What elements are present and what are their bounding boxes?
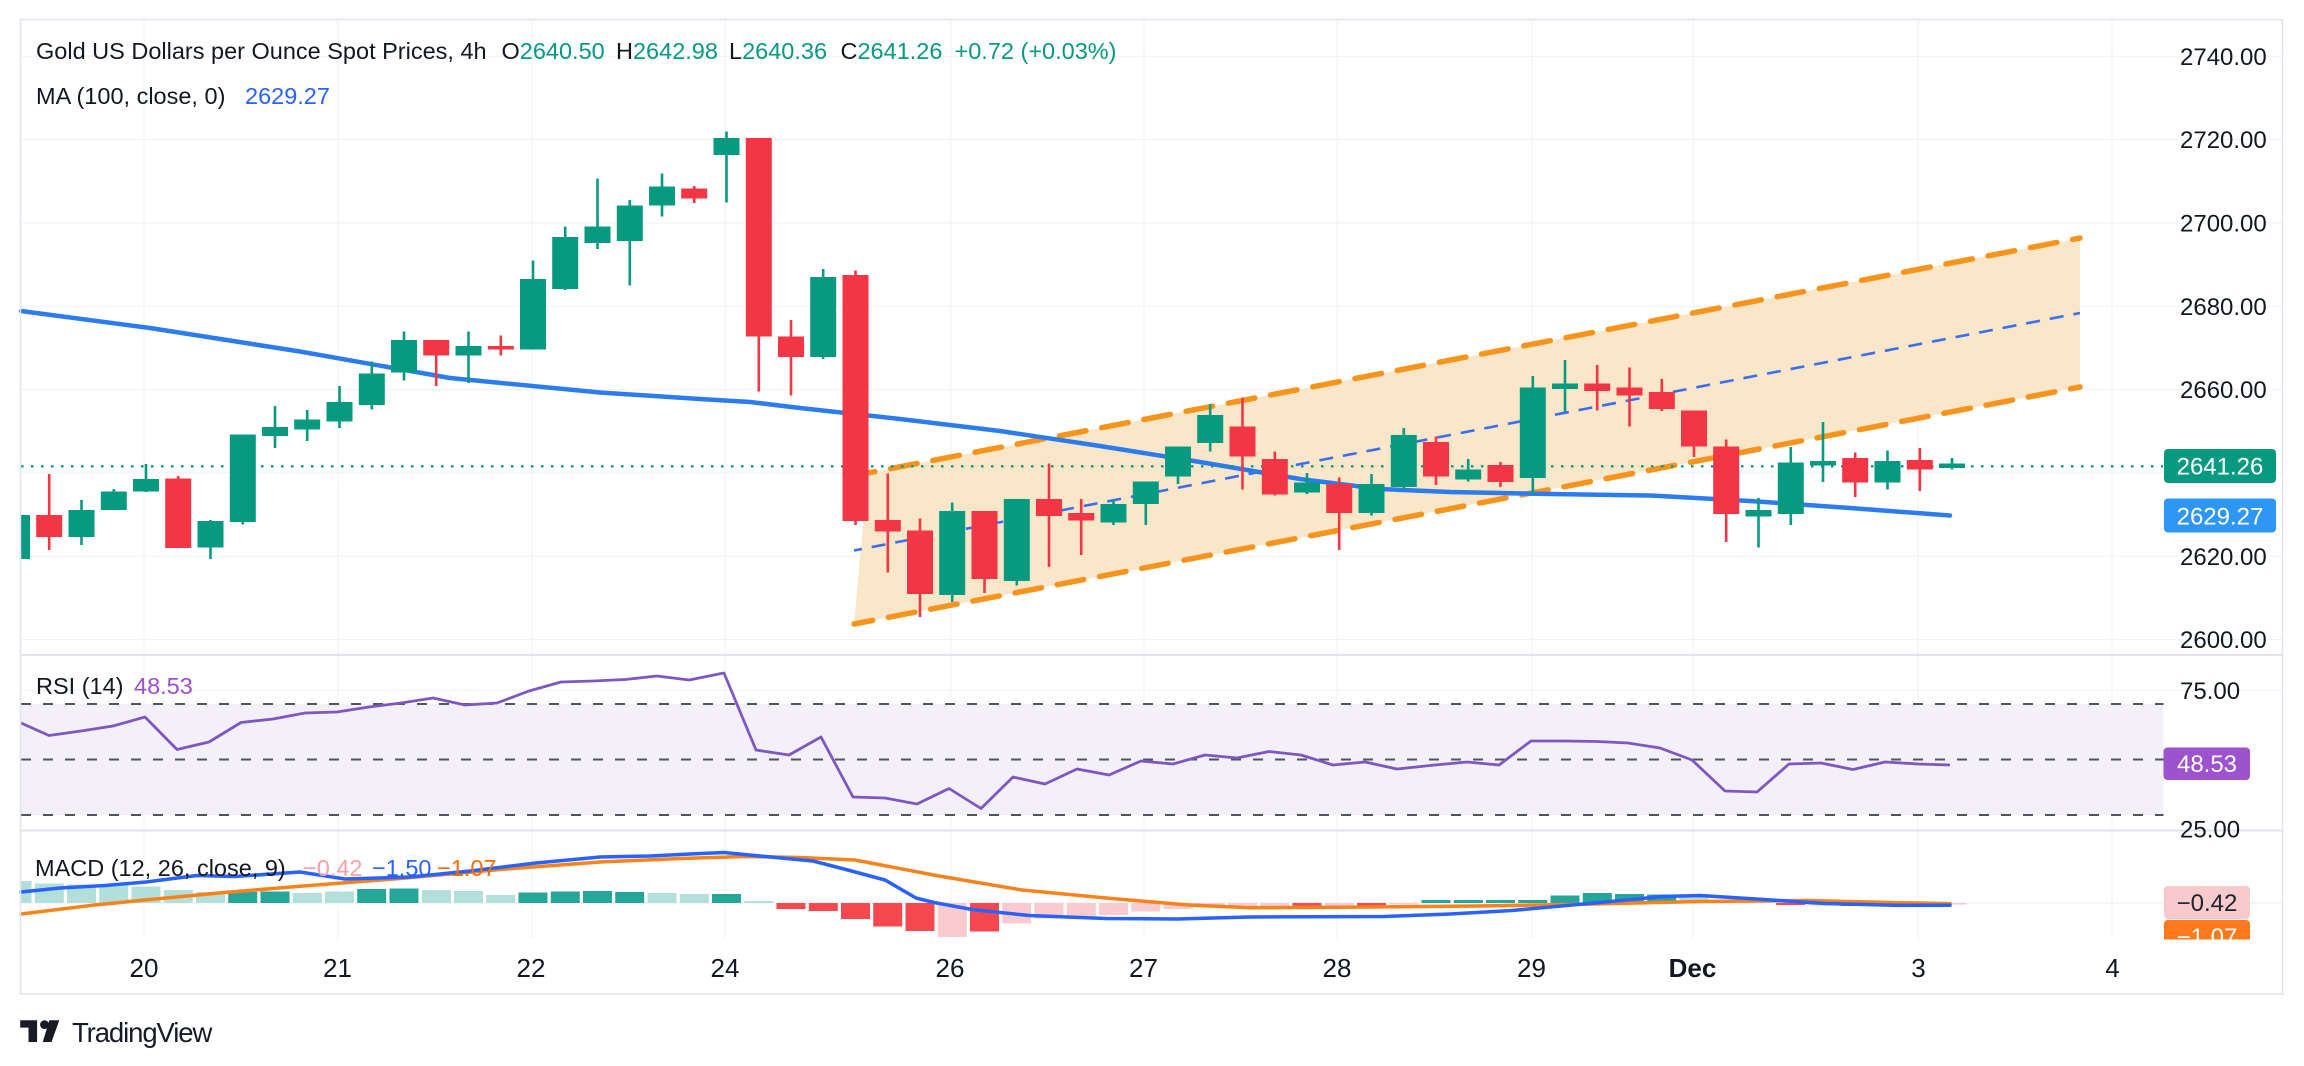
svg-text:2641.26: 2641.26 (2177, 454, 2264, 481)
svg-text:2660.00: 2660.00 (2180, 377, 2267, 404)
svg-text:L2640.36: L2640.36 (729, 38, 827, 64)
svg-text:2629.27: 2629.27 (245, 83, 330, 109)
svg-text:21: 21 (323, 953, 352, 983)
svg-text:2680.00: 2680.00 (2180, 294, 2267, 321)
svg-text:H2642.98: H2642.98 (616, 38, 718, 64)
svg-text:C2641.26: C2641.26 (841, 38, 943, 64)
svg-text:2629.27: 2629.27 (2177, 503, 2264, 530)
svg-text:48.53: 48.53 (2177, 751, 2237, 778)
svg-text:−1.07: −1.07 (437, 855, 496, 881)
svg-text:28: 28 (1323, 953, 1352, 983)
svg-text:29: 29 (1517, 953, 1546, 983)
svg-text:−0.42: −0.42 (2177, 890, 2238, 917)
svg-text:2700.00: 2700.00 (2180, 211, 2267, 238)
svg-text:24: 24 (711, 953, 740, 983)
svg-text:4: 4 (2105, 953, 2119, 983)
svg-text:−1.50: −1.50 (372, 855, 431, 881)
svg-text:−0.42: −0.42 (303, 855, 362, 881)
svg-text:2620.00: 2620.00 (2180, 544, 2267, 571)
svg-text:22: 22 (517, 953, 546, 983)
svg-text:3: 3 (1911, 953, 1925, 983)
svg-text:27: 27 (1129, 953, 1158, 983)
svg-text:MACD (12, 26, close, 9): MACD (12, 26, close, 9) (35, 855, 286, 881)
svg-text:26: 26 (936, 953, 965, 983)
svg-text:48.53: 48.53 (134, 673, 193, 699)
svg-text:MA (100, close, 0): MA (100, close, 0) (36, 83, 225, 109)
svg-text:O2640.50: O2640.50 (502, 38, 605, 64)
svg-text:20: 20 (130, 953, 159, 983)
svg-text:Dec: Dec (1669, 953, 1717, 983)
svg-text:Gold US Dollars per Ounce Spot: Gold US Dollars per Ounce Spot Prices, 4… (36, 38, 487, 64)
svg-text:RSI (14): RSI (14) (36, 673, 124, 699)
svg-text:75.00: 75.00 (2180, 678, 2240, 705)
svg-text:−1.07: −1.07 (2177, 924, 2238, 951)
svg-text:2600.00: 2600.00 (2180, 627, 2267, 654)
svg-text:25.00: 25.00 (2180, 817, 2240, 844)
svg-text:2740.00: 2740.00 (2180, 44, 2267, 71)
svg-text:TradingView: TradingView (72, 1017, 212, 1048)
svg-text:2720.00: 2720.00 (2180, 127, 2267, 154)
svg-text:+0.72 (+0.03%): +0.72 (+0.03%) (955, 38, 1117, 64)
